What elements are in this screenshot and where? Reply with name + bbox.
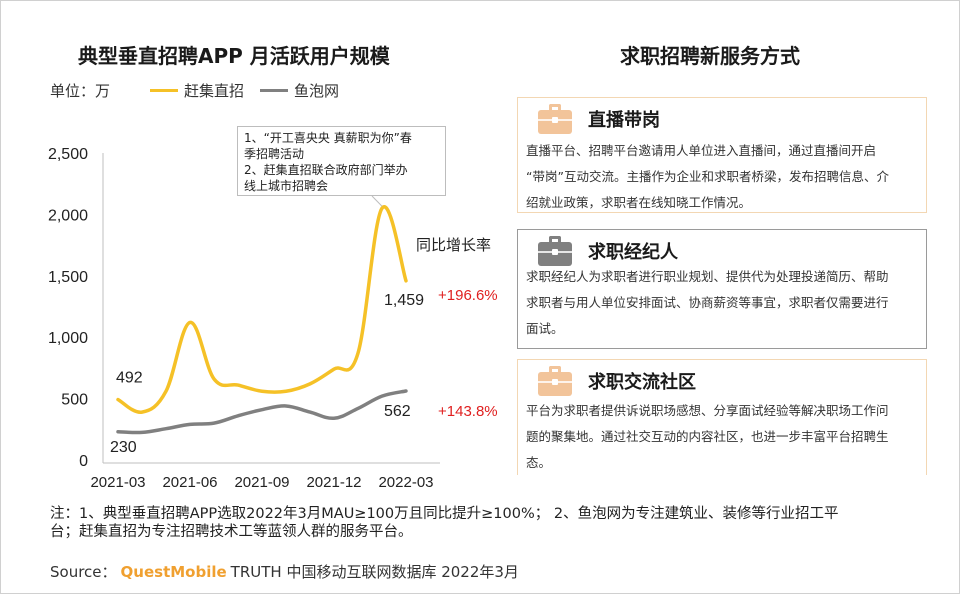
footnote-line: 台；赶集直招为专注招聘技术工等蓝领人群的服务平台。 xyxy=(50,524,413,540)
y-tick-label: 1,500 xyxy=(48,269,88,286)
y-tick-label: 0 xyxy=(79,453,88,470)
desc-line: 绍就业政策，求职者在线知晓工作情况。 xyxy=(526,195,752,210)
briefcase-icon xyxy=(538,104,572,134)
y-tick-label: 1,000 xyxy=(48,330,88,347)
callout-pointer xyxy=(371,195,383,207)
callout-line: 线上城市招聘会 xyxy=(244,179,329,193)
unit-label: 单位：万 xyxy=(50,82,111,100)
services-title: 求职招聘新服务方式 xyxy=(620,44,800,68)
desc-line: “带岗”互动交流。主播作为企业和求职者桥梁，发布招聘信息、介 xyxy=(526,169,889,184)
desc-line: 求职经纪人为求职者进行职业规划、提供代为处理投递简历、帮助 xyxy=(526,269,889,284)
x-tick-label: 2022-03 xyxy=(378,474,433,491)
legend-item-ypw: 鱼泡网 xyxy=(260,80,339,101)
footnote: 注：1、典型垂直招聘APP选取2022年3月MAU≥100万且同比提升≥100%… xyxy=(50,505,910,541)
card-title: 求职交流社区 xyxy=(588,372,696,393)
card-title: 直播带岗 xyxy=(588,110,660,131)
desc-line: 题的聚集地。通过社交互动的内容社区，也进一步丰富平台招聘生 xyxy=(526,429,889,444)
desc-line: 态。 xyxy=(526,455,552,470)
x-tick-label: 2021-09 xyxy=(234,474,289,491)
x-tick-label: 2021-06 xyxy=(162,474,217,491)
callout-line: 1、“开工喜央央 真薪职为你”春 xyxy=(244,131,412,145)
line-chart: 0 500 1,000 1,500 2,000 2,500 2021-03 2021-06 20… xyxy=(48,146,498,491)
growth-rate-label: 同比增长率 xyxy=(416,237,491,254)
source-prefix: Source： xyxy=(50,563,117,581)
data-label: 1,459 xyxy=(384,292,424,309)
callout-line: 季招聘活动 xyxy=(244,147,305,161)
source-line: Source： QuestMobile TRUTH 中国移动互联网数据库 202… xyxy=(50,561,519,582)
chart-title: 典型垂直招聘APP 月活跃用户规模 xyxy=(78,44,390,68)
x-tick-label: 2021-03 xyxy=(90,474,145,491)
x-tick-label: 2021-12 xyxy=(306,474,361,491)
data-label: 230 xyxy=(110,439,137,456)
legend-item-gjzb: 赶集直招 xyxy=(150,80,244,101)
y-tick-label: 500 xyxy=(61,392,88,409)
desc-line: 面试。 xyxy=(526,321,564,336)
legend-label-ypw: 鱼泡网 xyxy=(294,82,340,100)
legend-swatch-gjzb xyxy=(150,89,178,92)
briefcase-icon xyxy=(538,236,572,266)
data-label: 492 xyxy=(116,370,143,387)
service-card-community: 求职交流社区 平台为求职者提供诉说职场感想、分享面试经验等解决职场工作问 题的聚… xyxy=(517,359,927,475)
desc-line: 求职者与用人单位安排面试、协商薪资等事宜，求职者仅需要进行 xyxy=(526,295,889,310)
card-title: 求职经纪人 xyxy=(588,242,678,263)
callout-line: 2、赶集直招联合政府部门举办 xyxy=(244,163,408,177)
y-tick-label: 2,500 xyxy=(48,146,88,163)
footnote-line: 注：1、典型垂直招聘APP选取2022年3月MAU≥100万且同比提升≥100%… xyxy=(50,506,839,522)
briefcase-icon xyxy=(538,366,572,396)
series-line-ypw xyxy=(116,389,408,435)
service-card-live-streaming: 直播带岗 直播平台、招聘平台邀请用人单位进入直播间，通过直播间开启 “带岗”互动… xyxy=(517,97,927,213)
event-callout: 1、“开工喜央央 真薪职为你”春 季招聘活动 2、赶集直招联合政府部门举办 线上… xyxy=(237,126,446,196)
desc-line: 平台为求职者提供诉说职场感想、分享面试经验等解决职场工作问 xyxy=(526,403,889,418)
service-card-job-agent: 求职经纪人 求职经纪人为求职者进行职业规划、提供代为处理投递简历、帮助 求职者与… xyxy=(517,229,927,349)
source-text: TRUTH 中国移动互联网数据库 2022年3月 xyxy=(230,563,519,581)
growth-rate-ypw: +143.8% xyxy=(438,403,498,420)
card-description: 直播平台、招聘平台邀请用人单位进入直播间，通过直播间开启 “带岗”互动交流。主播… xyxy=(526,138,918,216)
desc-line: 直播平台、招聘平台邀请用人单位进入直播间，通过直播间开启 xyxy=(526,143,877,158)
data-label: 562 xyxy=(384,403,411,420)
legend-label-gjzb: 赶集直招 xyxy=(184,82,245,100)
card-description: 求职经纪人为求职者进行职业规划、提供代为处理投递简历、帮助 求职者与用人单位安排… xyxy=(526,264,918,342)
source-brand: QuestMobile xyxy=(120,563,227,581)
legend-swatch-ypw xyxy=(260,89,288,92)
series-line-gjzb xyxy=(116,204,408,414)
y-tick-label: 2,000 xyxy=(48,207,88,224)
card-description: 平台为求职者提供诉说职场感想、分享面试经验等解决职场工作问 题的聚集地。通过社交… xyxy=(526,398,918,476)
growth-rate-gjzb: +196.6% xyxy=(438,287,498,304)
